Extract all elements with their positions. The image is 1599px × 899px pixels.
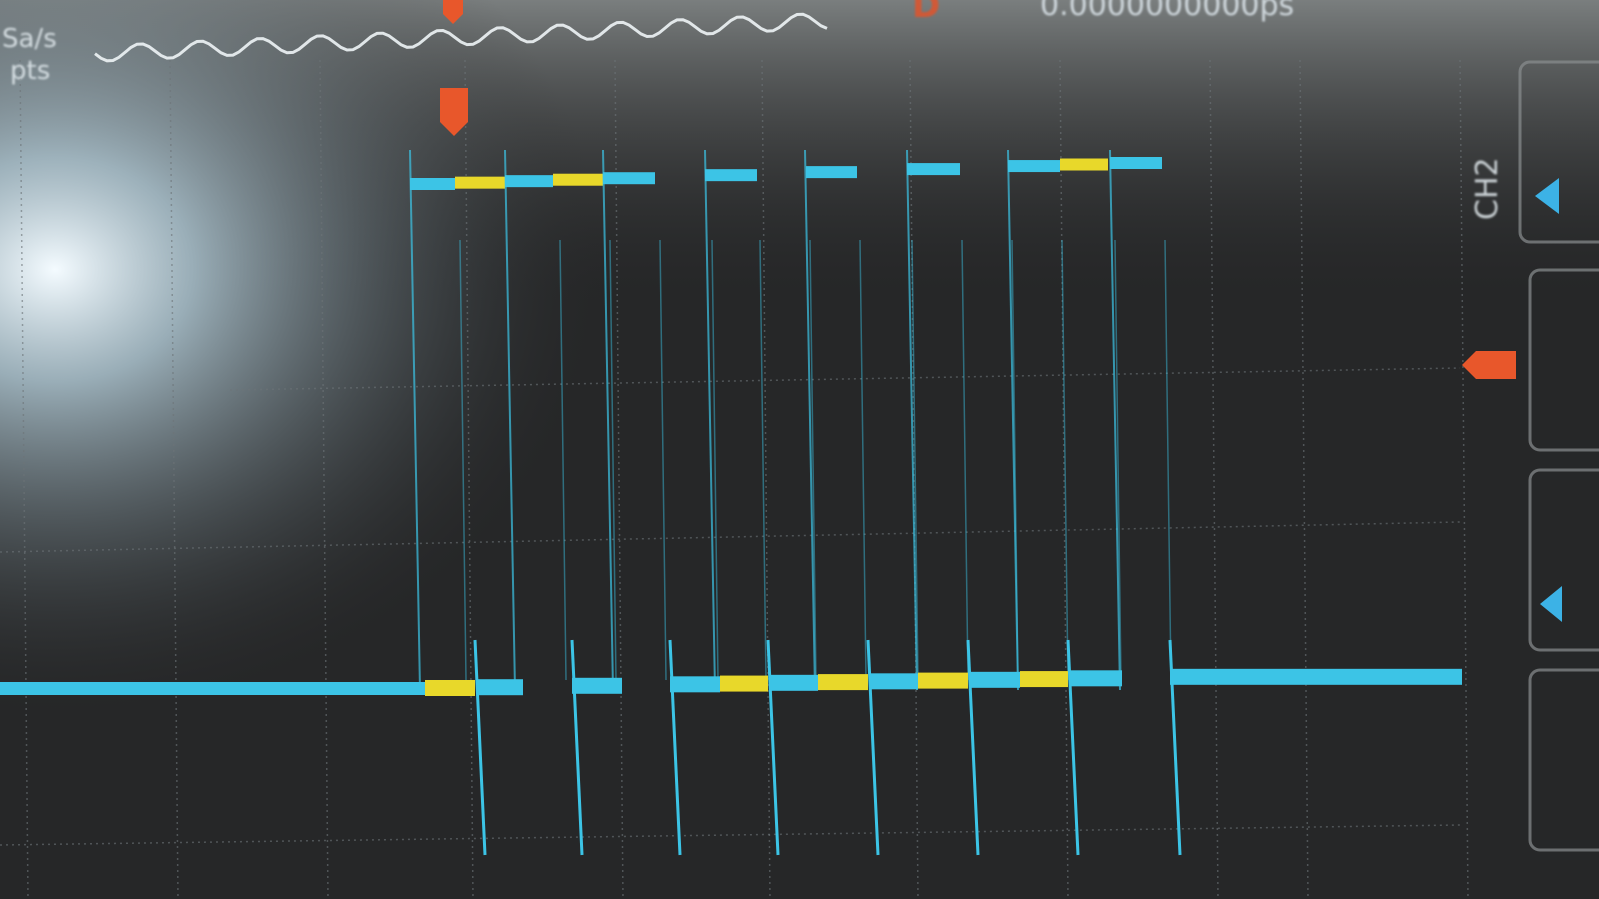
delay-marker: D (912, 0, 941, 26)
side-menu-button[interactable] (1528, 668, 1599, 852)
grid-line-vertical (464, 59, 474, 899)
trace-segment-ch2 (970, 671, 1020, 688)
trace-segment-ch1 (455, 176, 505, 189)
memory-overview-waveform (94, 12, 828, 63)
grid-line-vertical (1059, 59, 1069, 899)
trace-pulse-ch2 (966, 639, 980, 856)
sample-rate-label: Sa/s (2, 24, 57, 54)
trace-segment-ch2 (870, 673, 918, 690)
trace-edge-ch2 (602, 149, 614, 691)
grid-line-horizontal (229, 367, 1461, 391)
memory-depth-label: pts (10, 56, 51, 86)
trace-edge-ch2 (1061, 239, 1069, 681)
grid-line-vertical (1299, 59, 1309, 899)
grid-line-vertical (19, 59, 29, 899)
grid-line-vertical (1459, 59, 1469, 899)
trace-segment-ch1 (425, 680, 475, 696)
trace-segment-ch2 (1070, 670, 1122, 687)
trace-segment-ch1 (918, 672, 968, 689)
trace-pulse-ch2 (866, 639, 880, 856)
side-menu-button[interactable] (1518, 60, 1599, 244)
trace-edge-ch2 (961, 239, 969, 681)
trace-segment-ch2 (770, 674, 818, 691)
trace-edge-ch2 (459, 239, 467, 681)
trace-pulse-ch2 (570, 639, 584, 856)
trace-edge-ch2 (704, 149, 716, 691)
trace-edge-ch2 (1164, 239, 1172, 681)
trace-edge-ch2 (1114, 239, 1122, 681)
trigger-position-top-icon (443, 0, 463, 24)
trace-segment-ch2 (806, 166, 857, 179)
trigger-marker-icon (440, 88, 468, 136)
ch2-offset-triangle-left-icon[interactable] (1535, 178, 1559, 214)
trace-edge-ch2 (809, 239, 817, 681)
trigger-level-icon (1462, 351, 1516, 379)
trace-segment-ch1 (1060, 158, 1108, 171)
channel-label: CH2 (1470, 157, 1505, 220)
trace-edge-ch2 (504, 149, 516, 691)
trace-segment-ch1 (1020, 671, 1068, 688)
trace-edge-ch2 (659, 239, 667, 681)
trace-edge-ch2 (759, 239, 767, 681)
trace-edge-ch2 (859, 239, 867, 681)
trace-pulse-ch2 (766, 639, 780, 856)
side-menu-button[interactable] (1528, 468, 1599, 652)
trace-segment-ch2 (572, 677, 622, 694)
grid-line-vertical (614, 59, 624, 899)
side-menu (1518, 60, 1599, 852)
trace-segment-ch1 (553, 173, 603, 186)
grid-line-vertical (319, 59, 329, 899)
trace-segment-ch2 (670, 676, 720, 693)
grid-line-vertical (169, 59, 179, 899)
trace-pulse-ch2 (668, 639, 682, 856)
trace-segment-ch1 (720, 675, 768, 692)
trace-baseline-ch2 (0, 682, 425, 695)
trace-edge-ch2 (804, 149, 816, 691)
trace-segment-ch2 (505, 175, 553, 188)
trace-segment-ch2 (1170, 668, 1462, 685)
trace-segment-ch2 (603, 172, 655, 185)
trace-edge-ch2 (711, 239, 719, 681)
grid-line-vertical (761, 59, 771, 899)
glare-left (0, 0, 1100, 899)
trace-segment-ch2 (410, 178, 455, 190)
trace-edge-ch2 (906, 149, 918, 691)
grid-line-vertical (909, 59, 919, 899)
trace-segment-ch2 (907, 163, 960, 176)
trace-edge-ch2 (559, 239, 567, 681)
trace-segment-ch2 (1008, 160, 1060, 173)
trace-pulse-ch2 (1168, 639, 1182, 856)
ch2-offset-triangle-left-icon[interactable] (1540, 586, 1562, 622)
trace-edge-ch2 (409, 149, 421, 691)
grid (0, 59, 1469, 899)
side-menu-button[interactable] (1528, 268, 1599, 452)
trace-segment-ch1 (818, 674, 868, 691)
trace-edge-ch2 (911, 239, 919, 681)
horizontal-delay-readout[interactable]: 0.0000000000ps (1040, 0, 1295, 23)
trace-edge-ch2 (1007, 149, 1019, 691)
grid-line-vertical (1209, 59, 1219, 899)
trace-segment-ch2 (478, 679, 523, 696)
trace-segment-ch2 (705, 169, 757, 182)
trace-edge-ch2 (1109, 149, 1121, 691)
traces (0, 149, 1462, 856)
trace-edge-ch2 (609, 239, 617, 681)
trace-segment-ch2 (1110, 157, 1162, 169)
trace-pulse-ch2 (473, 639, 487, 856)
trace-pulse-ch2 (1066, 639, 1080, 856)
trace-edge-ch2 (1011, 239, 1019, 681)
